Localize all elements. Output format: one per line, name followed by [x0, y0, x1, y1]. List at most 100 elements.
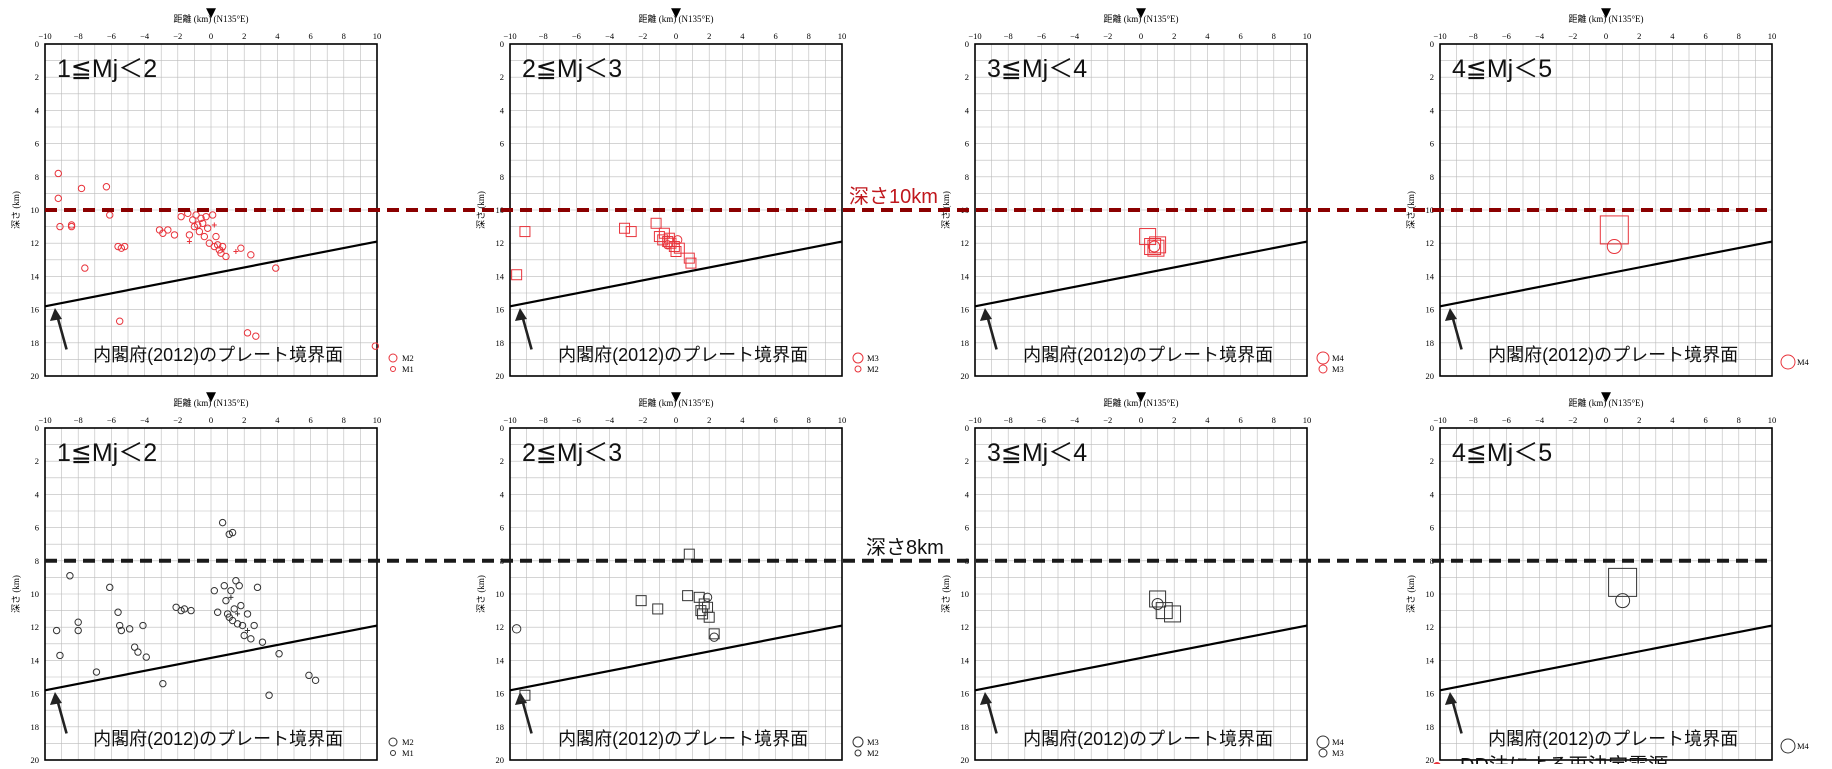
- y-tick-label: 4: [965, 105, 970, 115]
- y-tick-label: 20: [1426, 755, 1435, 764]
- legend-symbol: [390, 366, 396, 372]
- reference-marker-icon: ▼: [203, 387, 220, 406]
- x-tick-label: −6: [107, 31, 116, 41]
- x-tick-label: −6: [572, 415, 581, 425]
- x-tick-label: 2: [1172, 415, 1176, 425]
- data-point-circle: [120, 242, 129, 251]
- y-axis-title: 深さ (km): [476, 191, 486, 229]
- plate-boundary-label: 内閣府(2012)のプレート境界面: [1023, 345, 1273, 365]
- x-tick-label: −2: [173, 31, 182, 41]
- y-tick-label: 8: [1430, 172, 1434, 182]
- panel-1-4: −10 −8 −6 −4 −2 0 2 4 6 8 10 0 2 4 6 8 10 12 14 16 18 20 距離 (k…: [1406, 3, 1810, 381]
- plate-boundary-line: [44, 624, 378, 692]
- x-tick-label: 2: [1637, 31, 1641, 41]
- data-point-square: [1147, 239, 1165, 257]
- y-tick-label: 6: [500, 523, 504, 533]
- y-tick-label: 4: [35, 105, 40, 115]
- reference-marker-icon: ▼: [668, 387, 685, 406]
- data-point-square: [652, 603, 664, 615]
- y-tick-label: 2: [500, 456, 504, 466]
- plate-arrow-shaft: [520, 698, 533, 734]
- panel-1-1: −10 −8 −6 −4 −2 0 2 4 6 8 10 0 2 4 6 8 10 12 14 16 18 20 距離 (k…: [11, 3, 414, 381]
- data-point-circle: [180, 605, 189, 613]
- data-point-square: [703, 611, 715, 623]
- x-axis-title: 距離 (km) (N135°E): [173, 13, 248, 24]
- y-tick-label: 8: [35, 556, 39, 566]
- data-point-circle: [195, 227, 204, 236]
- y-tick-label: 14: [496, 655, 505, 665]
- data-point-circle: [92, 668, 101, 676]
- data-point-circle: [265, 691, 273, 699]
- y-tick-label: 10: [961, 589, 970, 599]
- reference-marker-icon: ▼: [1598, 387, 1615, 406]
- x-tick-label: 0: [1139, 415, 1143, 425]
- y-tick-label: 10: [1426, 205, 1435, 215]
- panel-title: 3≦Mj＜4: [987, 439, 1087, 467]
- x-tick-label: −6: [1502, 31, 1511, 41]
- y-tick-label: 16: [31, 305, 40, 315]
- y-tick-label: 16: [31, 689, 40, 699]
- data-point-circle: [187, 606, 195, 615]
- data-point-circle: [142, 653, 150, 661]
- plate-boundary-label: 内閣府(2012)のプレート境界面: [558, 729, 808, 749]
- y-tick-label: 8: [1430, 556, 1434, 566]
- reference-marker-icon: ▼: [203, 3, 220, 22]
- data-point-circle: [311, 676, 320, 685]
- legend-label: M4: [1332, 353, 1345, 363]
- y-tick-label: 16: [496, 689, 505, 699]
- x-tick-label: −2: [638, 415, 647, 425]
- y-tick-label: 0: [500, 423, 504, 433]
- y-tick-label: 6: [965, 523, 969, 533]
- x-tick-label: −8: [1004, 415, 1013, 425]
- y-tick-label: 20: [496, 755, 505, 764]
- x-tick-label: −2: [1103, 31, 1112, 41]
- panel-title: 3≦Mj＜4: [987, 55, 1087, 83]
- y-tick-label: 10: [1426, 589, 1435, 599]
- x-tick-label: 8: [807, 31, 811, 41]
- data-point-circle: [1151, 597, 1164, 610]
- y-tick-label: 18: [1426, 338, 1435, 348]
- x-tick-label: −8: [539, 415, 548, 425]
- x-tick-label: 10: [1303, 415, 1312, 425]
- data-point-circle: [185, 231, 194, 239]
- data-point-circle: [250, 621, 258, 630]
- data-point-circle: [66, 572, 74, 580]
- y-tick-label: 18: [496, 722, 505, 732]
- plate-arrow-head: [514, 691, 527, 705]
- data-point-circle: [371, 342, 380, 350]
- x-tick-label: −4: [1535, 415, 1545, 425]
- data-point-circle: [106, 211, 114, 219]
- x-tick-label: 10: [373, 31, 382, 41]
- x-axis-title: 距離 (km) (N135°E): [1568, 13, 1643, 24]
- x-tick-label: 6: [1238, 415, 1242, 425]
- reference-marker-icon: ▼: [1133, 387, 1150, 406]
- data-point-circle: [213, 241, 222, 249]
- data-point-circle: [116, 621, 124, 630]
- data-point-circle: [1148, 240, 1161, 253]
- x-tick-label: −10: [968, 31, 981, 41]
- data-point-circle: [709, 632, 719, 642]
- x-tick-label: −2: [173, 415, 182, 425]
- x-tick-label: 4: [1205, 415, 1210, 425]
- y-tick-label: 0: [1430, 39, 1434, 49]
- plate-arrow-shaft: [985, 698, 998, 734]
- y-tick-label: 8: [965, 172, 969, 182]
- y-tick-label: 12: [1426, 238, 1435, 248]
- y-tick-label: 4: [500, 105, 505, 115]
- y-tick-label: 16: [961, 305, 970, 315]
- x-tick-label: 0: [209, 415, 213, 425]
- x-axis-title: 距離 (km) (N135°E): [638, 397, 713, 408]
- y-axis-title: 深さ (km): [476, 575, 486, 613]
- legend-symbol: [1780, 354, 1796, 370]
- panel-title: 4≦Mj＜5: [1452, 439, 1552, 467]
- x-tick-label: −4: [1070, 31, 1080, 41]
- data-point-square: [625, 226, 637, 238]
- legend-symbol: [852, 736, 864, 748]
- data-point-circle: [200, 232, 209, 241]
- x-tick-label: 4: [275, 415, 280, 425]
- x-tick-label: −10: [38, 31, 51, 41]
- plate-arrow-shaft: [1450, 314, 1463, 350]
- x-tick-label: 6: [308, 31, 312, 41]
- y-tick-label: 10: [496, 589, 505, 599]
